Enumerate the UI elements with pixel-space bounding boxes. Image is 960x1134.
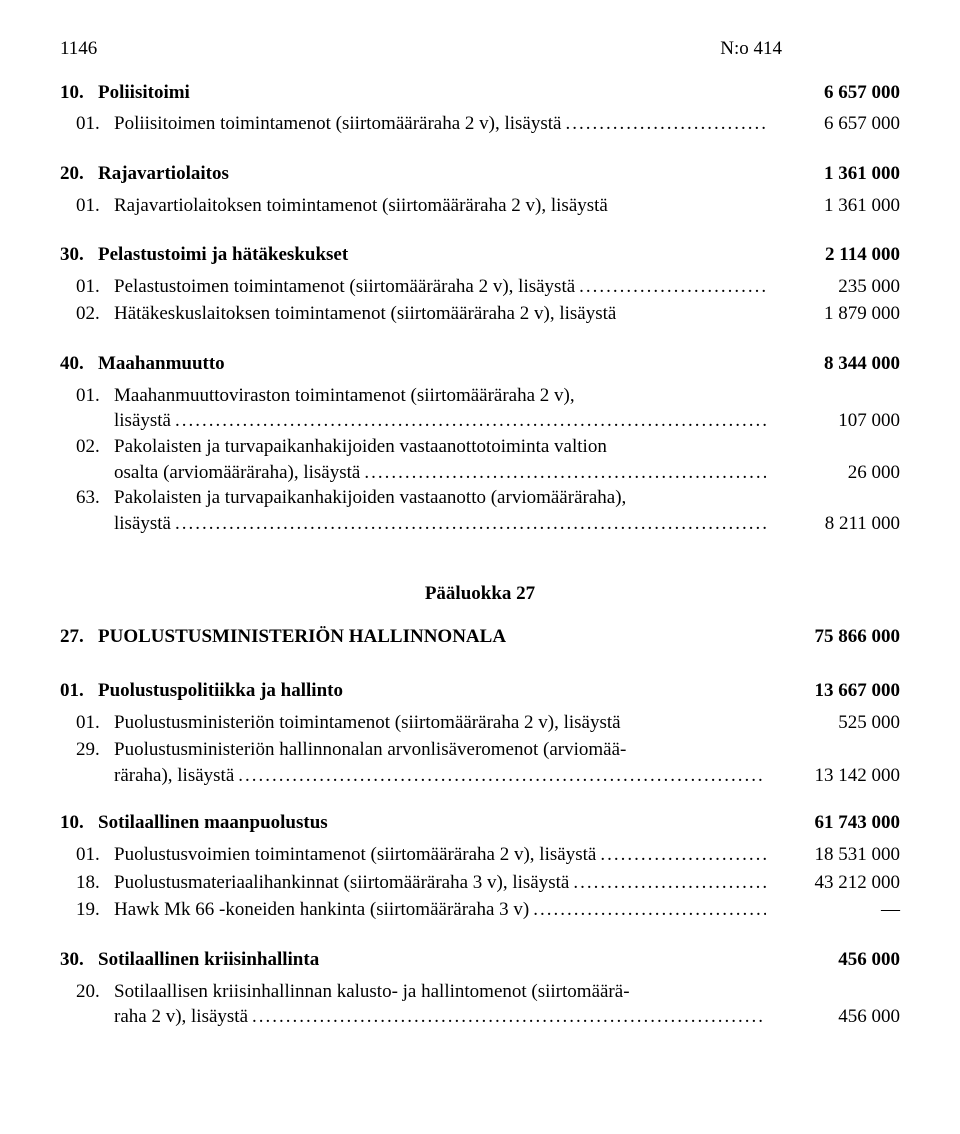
chapter-value: 75 866 000 — [780, 624, 900, 650]
section-value: 61 743 000 — [780, 810, 900, 836]
line-num: 01. — [60, 842, 114, 868]
section-label: Sotilaallinen kriisinhallinta — [98, 947, 780, 973]
budget-line: 63. Pakolaisten ja turvapaikanhakijoiden… — [60, 485, 900, 536]
budget-line: 01. Maahanmuuttoviraston toimintamenot (… — [60, 383, 900, 434]
budget-line: 01. Pelastustoimen toimintamenot (siirto… — [60, 274, 900, 300]
line-num: 01. — [60, 111, 114, 137]
line-num: 19. — [60, 897, 114, 923]
line-label: Maahanmuuttoviraston toimintamenot (siir… — [114, 383, 766, 434]
line-label: Sotilaallisen kriisinhallinnan kalusto- … — [114, 979, 766, 1030]
line-value: 18 531 000 — [766, 842, 900, 868]
line-label: Poliisitoimen toimintamenot (siirtomäärä… — [114, 111, 766, 137]
section-label: Puolustuspolitiikka ja hallinto — [98, 678, 780, 704]
budget-line: 01. Puolustusministeriön toimintamenot (… — [60, 710, 900, 736]
line-value: 8 211 000 — [766, 511, 900, 537]
line-num: 02. — [60, 301, 114, 327]
section-label: Pelastustoimi ja hätäkeskukset — [98, 242, 780, 268]
line-value: 525 000 — [766, 710, 900, 736]
chapter-num: 27. — [60, 624, 98, 650]
budget-line: 01. Poliisitoimen toimintamenot (siirtom… — [60, 111, 900, 137]
page-number: 1146 — [60, 36, 97, 62]
section-heading: 30. Pelastustoimi ja hätäkeskukset 2 114… — [60, 242, 900, 268]
section-heading: 20. Rajavartiolaitos 1 361 000 — [60, 161, 900, 187]
section-label: Maahanmuutto — [98, 351, 780, 377]
line-value: 13 142 000 — [766, 763, 900, 789]
line-num: 63. — [60, 485, 114, 511]
section-value: 456 000 — [780, 947, 900, 973]
line-label: Hätäkeskuslaitoksen toimintamenot (siirt… — [114, 301, 766, 327]
section-num: 30. — [60, 947, 98, 973]
line-value: — — [766, 897, 900, 923]
line-num: 01. — [60, 193, 114, 219]
chapter-heading: Pääluokka 27 — [60, 581, 900, 607]
line-num: 02. — [60, 434, 114, 460]
budget-line: 19. Hawk Mk 66 -koneiden hankinta (siirt… — [60, 897, 900, 923]
doc-number: N:o 414 — [720, 36, 782, 62]
line-value: 456 000 — [766, 1004, 900, 1030]
line-value: 26 000 — [766, 460, 900, 486]
section-num: 01. — [60, 678, 98, 704]
section-value: 2 114 000 — [780, 242, 900, 268]
line-value: 1 879 000 — [766, 301, 900, 327]
line-label: Puolustusministeriön hallinnonalan arvon… — [114, 737, 766, 788]
line-value: 6 657 000 — [766, 111, 900, 137]
section-label: Rajavartiolaitos — [98, 161, 780, 187]
line-label: Puolustusmateriaalihankinnat (siirtomäär… — [114, 870, 766, 896]
section-value: 8 344 000 — [780, 351, 900, 377]
chapter-label: PUOLUSTUSMINISTERIÖN HALLINNONALA — [98, 624, 780, 650]
budget-line: 02. Hätäkeskuslaitoksen toimintamenot (s… — [60, 301, 900, 327]
page-header: 1146 N:o 414 — [60, 36, 900, 62]
line-value: 235 000 — [766, 274, 900, 300]
line-num: 29. — [60, 737, 114, 763]
section-num: 40. — [60, 351, 98, 377]
section-num: 20. — [60, 161, 98, 187]
section-num: 10. — [60, 810, 98, 836]
budget-line: 01. Rajavartiolaitoksen toimintamenot (s… — [60, 193, 900, 219]
section-num: 30. — [60, 242, 98, 268]
line-value: 107 000 — [766, 408, 900, 434]
budget-line: 01. Puolustusvoimien toimintamenot (siir… — [60, 842, 900, 868]
line-label: Rajavartiolaitoksen toimintamenot (siirt… — [114, 193, 766, 219]
line-num: 01. — [60, 274, 114, 300]
line-num: 01. — [60, 710, 114, 736]
line-label: Pakolaisten ja turvapaikanhakijoiden vas… — [114, 485, 766, 536]
line-label: Hawk Mk 66 -koneiden hankinta (siirtomää… — [114, 897, 766, 923]
line-label: Pakolaisten ja turvapaikanhakijoiden vas… — [114, 434, 766, 485]
section-label: Poliisitoimi — [98, 80, 780, 106]
line-label: Puolustusvoimien toimintamenot (siirtomä… — [114, 842, 766, 868]
line-label: Pelastustoimen toimintamenot (siirtomäär… — [114, 274, 766, 300]
chapter-title: 27. PUOLUSTUSMINISTERIÖN HALLINNONALA 75… — [60, 624, 900, 650]
section-heading: 10. Sotilaallinen maanpuolustus 61 743 0… — [60, 810, 900, 836]
section-heading: 01. Puolustuspolitiikka ja hallinto 13 6… — [60, 678, 900, 704]
section-heading: 40. Maahanmuutto 8 344 000 — [60, 351, 900, 377]
line-num: 01. — [60, 383, 114, 409]
section-value: 6 657 000 — [780, 80, 900, 106]
budget-line: 18. Puolustusmateriaalihankinnat (siirto… — [60, 870, 900, 896]
section-label: Sotilaallinen maanpuolustus — [98, 810, 780, 836]
section-heading: 30. Sotilaallinen kriisinhallinta 456 00… — [60, 947, 900, 973]
line-num: 20. — [60, 979, 114, 1005]
line-num: 18. — [60, 870, 114, 896]
line-label: Puolustusministeriön toimintamenot (siir… — [114, 710, 766, 736]
line-value: 1 361 000 — [766, 193, 900, 219]
budget-line: 20. Sotilaallisen kriisinhallinnan kalus… — [60, 979, 900, 1030]
line-value: 43 212 000 — [766, 870, 900, 896]
budget-line: 02. Pakolaisten ja turvapaikanhakijoiden… — [60, 434, 900, 485]
budget-line: 29. Puolustusministeriön hallinnonalan a… — [60, 737, 900, 788]
section-value: 1 361 000 — [780, 161, 900, 187]
section-num: 10. — [60, 80, 98, 106]
section-value: 13 667 000 — [780, 678, 900, 704]
section-heading: 10. Poliisitoimi 6 657 000 — [60, 80, 900, 106]
